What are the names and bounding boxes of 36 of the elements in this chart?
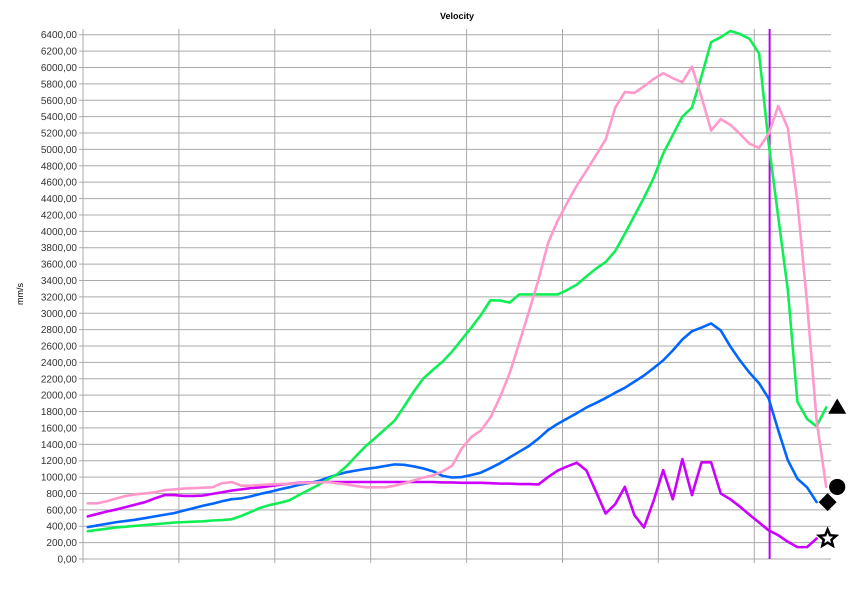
- y-tick-label: 3000,00: [40, 308, 78, 320]
- y-tick-label: 3600,00: [40, 260, 78, 271]
- y-tick-label: 6000,00: [40, 63, 78, 74]
- y-tick-label: 5400,00: [40, 112, 78, 124]
- y-tick-label: 800,00: [46, 488, 78, 500]
- y-tick-label: 4600,00: [40, 178, 78, 189]
- y-tick-label: 1800,00: [40, 407, 78, 418]
- y-tick-label: 2400,00: [40, 358, 78, 369]
- y-tick-label: 4200,00: [40, 210, 78, 222]
- y-tick-label: 5200,00: [40, 128, 78, 140]
- y-tick-label: 4800,00: [40, 161, 78, 172]
- y-tick-label: 600,00: [46, 505, 78, 516]
- y-tick-label: 5600,00: [40, 96, 78, 107]
- y-tick-label: 3200,00: [40, 292, 78, 304]
- y-tick-label: 4000,00: [40, 226, 78, 238]
- y-axis-title: mm/s: [15, 282, 25, 305]
- y-tick-label: 1600,00: [40, 423, 78, 434]
- y-tick-label: 400,00: [46, 522, 78, 533]
- y-tick-label: 1000,00: [40, 472, 78, 484]
- y-tick-label: 6400,00: [40, 30, 78, 42]
- y-tick-label: 5800,00: [40, 79, 78, 90]
- y-tick-label: 2600,00: [40, 342, 78, 353]
- y-tick-label: 1200,00: [40, 456, 78, 468]
- y-tick-label: 0,00: [58, 554, 78, 566]
- y-tick-label: 2000,00: [40, 390, 78, 402]
- y-tick-label: 3800,00: [40, 243, 78, 254]
- y-tick-label: 1400,00: [40, 440, 78, 451]
- y-tick-label: 4400,00: [40, 194, 78, 206]
- y-tick-label: 3400,00: [40, 276, 78, 287]
- y-tick-label: 6200,00: [40, 46, 78, 58]
- y-tick-label: 5000,00: [40, 144, 78, 156]
- line-series: [86, 322, 818, 528]
- y-tick-label: 2800,00: [40, 325, 78, 336]
- y-tick-label: 200,00: [46, 538, 78, 550]
- chart-title: Velocity: [440, 11, 474, 21]
- y-tick-label: 2200,00: [40, 374, 78, 386]
